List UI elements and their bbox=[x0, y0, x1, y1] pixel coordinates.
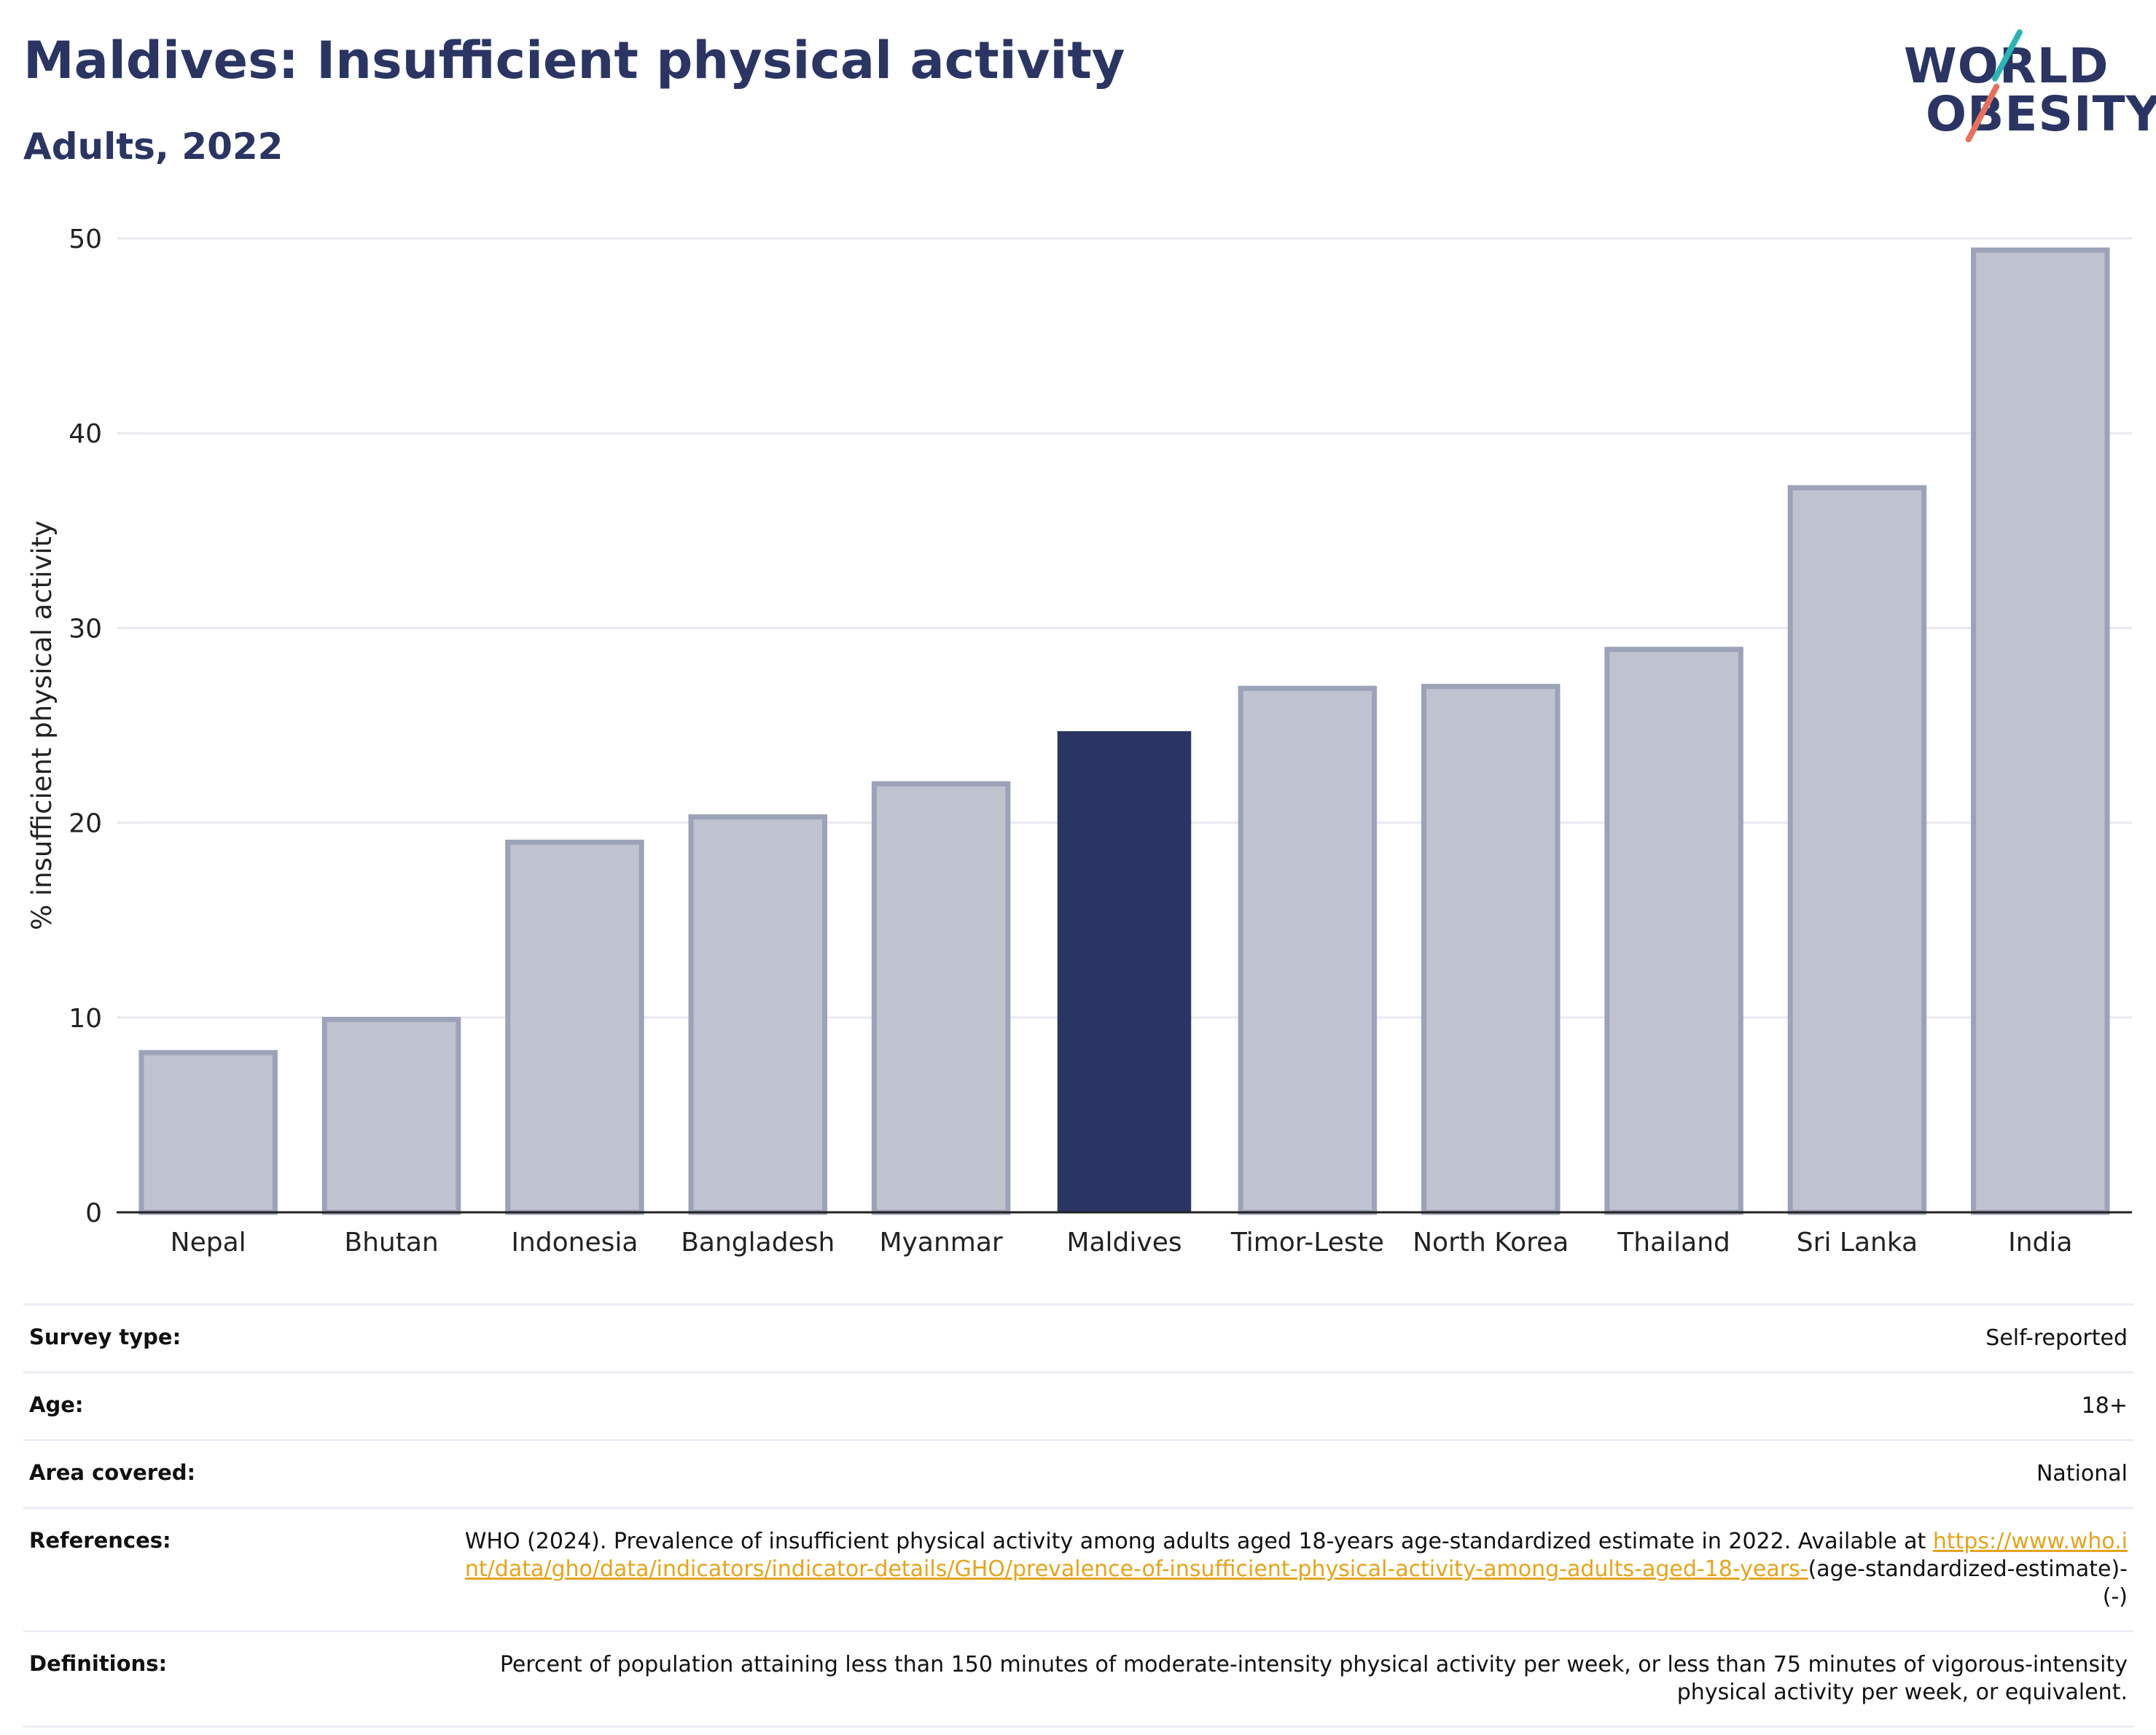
x-tick-label: Sri Lanka bbox=[1797, 1228, 1918, 1258]
references-suffix: (age-standardized-estimate)-(-) bbox=[1808, 1556, 2128, 1610]
meta-row-definitions: Definitions: Percent of population attai… bbox=[23, 1630, 2133, 1728]
meta-row-references: References: WHO (2024). Prevalence of in… bbox=[23, 1507, 2133, 1630]
x-tick-label: Bangladesh bbox=[681, 1228, 835, 1258]
survey-type-label: Survey type: bbox=[29, 1325, 181, 1349]
bar-maldives bbox=[1057, 731, 1192, 1212]
y-tick-label: 40 bbox=[69, 419, 102, 449]
x-tick-label: Nepal bbox=[171, 1228, 246, 1258]
age-value: 18+ bbox=[2081, 1393, 2128, 1419]
definitions-label: Definitions: bbox=[29, 1651, 168, 1676]
references-link[interactable]: https://www.who.int/data/gho/data/indica… bbox=[464, 1529, 2128, 1582]
y-axis-label: % insufficient physical activity bbox=[26, 520, 58, 930]
x-tick-label: Bhutan bbox=[344, 1228, 438, 1258]
age-label: Age: bbox=[29, 1392, 84, 1417]
area-value: National bbox=[2036, 1461, 2128, 1486]
references-value: WHO (2024). Prevalence of insufficient p… bbox=[451, 1528, 2128, 1611]
bar-north-korea bbox=[1421, 684, 1561, 1215]
references-label: References: bbox=[29, 1528, 171, 1553]
world-obesity-logo: WORLD OBESITY bbox=[1895, 22, 2156, 153]
x-axis-ticks: Nepal Bhutan Indonesia Bangladesh Myanmar Mal… bbox=[171, 1228, 2073, 1258]
definitions-value: Percent of population attaining less tha… bbox=[499, 1652, 2128, 1705]
meta-row-area: Area covered: National bbox=[23, 1439, 2133, 1507]
meta-row-survey-type: Survey type: Self-reported bbox=[23, 1303, 2133, 1371]
x-tick-label: Indonesia bbox=[511, 1228, 638, 1258]
references-text: WHO (2024). Prevalence of insufficient p… bbox=[464, 1529, 1926, 1554]
y-tick-label: 20 bbox=[69, 809, 102, 839]
bar-myanmar bbox=[871, 781, 1011, 1215]
y-tick-label: 0 bbox=[85, 1198, 102, 1228]
bar-thailand bbox=[1604, 647, 1743, 1215]
y-tick-label: 30 bbox=[69, 614, 102, 644]
logo-line-2: OBESITY bbox=[1926, 86, 2156, 142]
metadata-table: Survey type: Self-reported Age: 18+ Area… bbox=[23, 1303, 2133, 1728]
bars bbox=[138, 247, 2110, 1215]
survey-type-value: Self-reported bbox=[1985, 1325, 2128, 1351]
x-tick-label: India bbox=[2008, 1228, 2072, 1258]
area-label: Area covered: bbox=[29, 1460, 196, 1485]
bar-sri-lanka bbox=[1787, 485, 1927, 1215]
bar-bhutan bbox=[321, 1016, 461, 1215]
bar-chart: 0 10 20 30 40 50 Nepal Bhutan Indonesia Banglade… bbox=[26, 225, 2132, 1258]
x-tick-label: Maldives bbox=[1066, 1228, 1181, 1258]
x-tick-label: North Korea bbox=[1413, 1228, 1569, 1258]
y-tick-label: 10 bbox=[69, 1004, 102, 1034]
bar-timor-leste bbox=[1238, 685, 1378, 1215]
x-tick-label: Myanmar bbox=[880, 1228, 1003, 1258]
chart-subtitle: Adults, 2022 bbox=[23, 125, 284, 168]
bar-nepal bbox=[138, 1050, 278, 1215]
x-tick-label: Thailand bbox=[1617, 1228, 1730, 1258]
bar-india bbox=[1971, 247, 2110, 1215]
bar-bangladesh bbox=[688, 814, 828, 1215]
bar-indonesia bbox=[505, 839, 644, 1215]
meta-row-age: Age: 18+ bbox=[23, 1371, 2133, 1439]
y-tick-label: 50 bbox=[69, 225, 102, 254]
chart-title: Maldives: Insufficient physical activity bbox=[23, 31, 1125, 90]
y-axis-ticks: 0 10 20 30 40 50 bbox=[69, 225, 102, 1228]
x-tick-label: Timor-Leste bbox=[1230, 1228, 1384, 1258]
